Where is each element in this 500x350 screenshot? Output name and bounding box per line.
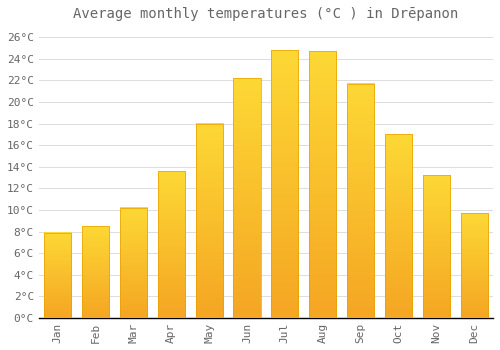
Bar bbox=[309, 51, 336, 318]
Bar bbox=[422, 175, 450, 318]
Bar bbox=[460, 213, 488, 318]
Bar bbox=[385, 134, 412, 318]
Title: Average monthly temperatures (°C ) in Drēpanon: Average monthly temperatures (°C ) in Dr… bbox=[74, 7, 458, 21]
Bar bbox=[196, 124, 223, 318]
Bar bbox=[347, 84, 374, 318]
Bar bbox=[120, 208, 147, 318]
Bar bbox=[44, 233, 72, 318]
Bar bbox=[158, 171, 185, 318]
Bar bbox=[234, 78, 260, 318]
Bar bbox=[82, 226, 109, 318]
Bar bbox=[271, 50, 298, 318]
